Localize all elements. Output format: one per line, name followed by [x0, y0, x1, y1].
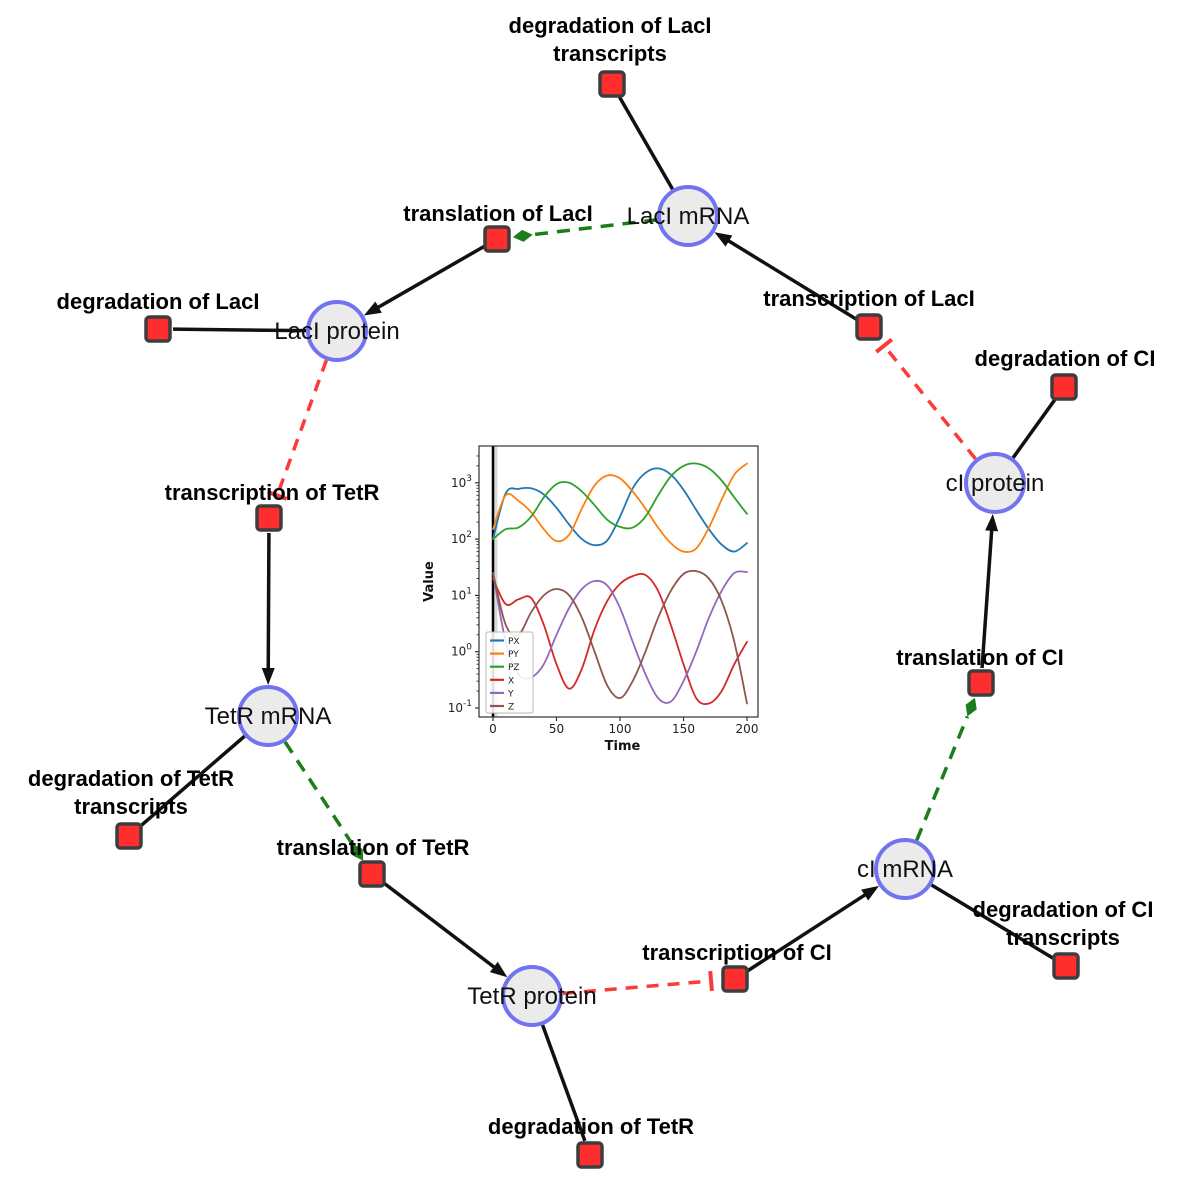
y-tick-label: 103	[451, 474, 472, 490]
chart-frame	[478, 445, 759, 718]
chart-series-PZ	[492, 462, 748, 540]
chart-series-PX	[492, 467, 748, 553]
species-node-laci-protein	[306, 300, 368, 362]
labels-layer: LacI mRNA LacI protein TetR mRNA TetR prote…	[28, 13, 1156, 1139]
y-tick-label: 100	[451, 643, 472, 659]
reaction-node-deg-laci	[144, 315, 172, 343]
nodes-layer	[115, 70, 1080, 1169]
species-label-tetr-mrna: TetR mRNA	[205, 703, 332, 730]
species-node-tetr-mrna	[237, 685, 299, 747]
reaction-label-tx-tetr: transcription of TetR	[165, 480, 380, 505]
reaction-label-deg-ci-tx: degradation of CI transcripts	[973, 897, 1154, 950]
tee-bar-icon	[708, 970, 714, 992]
legend-label-X: X	[508, 676, 514, 686]
edge-plain	[540, 1024, 587, 1142]
reaction-node-tl-tetr	[358, 860, 386, 888]
edge-activation	[283, 740, 354, 845]
diamond-arrowhead-icon	[512, 229, 533, 242]
tee-bar-icon	[267, 490, 288, 501]
chart-series-Z	[492, 569, 748, 705]
reaction-label-deg-tetr-tx: degradation of TetR transcripts	[28, 766, 234, 819]
reaction-label-deg-laci: degradation of LacI	[57, 289, 260, 314]
edge-production	[725, 238, 858, 321]
diamond-arrowhead-icon	[965, 697, 977, 717]
reaction-label-deg-ci: degradation of CI	[975, 346, 1156, 371]
species-node-laci-mrna	[657, 185, 719, 247]
edge-production	[746, 891, 869, 973]
arrowhead-icon	[489, 961, 508, 978]
edge-production	[382, 881, 498, 971]
legend-label-PX: PX	[508, 637, 520, 647]
edge-production	[980, 527, 994, 669]
species-node-ci-mrna	[874, 838, 936, 900]
x-tick-label: 200	[736, 722, 759, 736]
species-node-tetr-protein	[501, 965, 563, 1027]
diamond-arrowhead-icon	[352, 843, 364, 861]
arrowhead-icon	[861, 885, 879, 901]
edge-plain	[1011, 398, 1057, 459]
y-tick-label: 102	[451, 530, 472, 546]
reaction-node-tx-tetr	[255, 504, 283, 532]
reaction-node-deg-laci-tx	[598, 70, 626, 98]
arrowhead-icon	[714, 232, 733, 247]
species-label-tetr-protein: TetR protein	[467, 983, 596, 1010]
edge-inhibition	[885, 347, 977, 460]
x-tick-label: 100	[609, 722, 632, 736]
reaction-label-deg-tetr: degradation of TetR	[488, 1114, 694, 1139]
inset-chart: 0 50 100 150 200 10-1 100 101 102 103 Time Value PX P…	[422, 445, 759, 754]
x-tick-label: 150	[672, 722, 695, 736]
reaction-node-tl-laci	[483, 225, 511, 253]
species-label-ci-protein: cI protein	[946, 470, 1045, 497]
edge-plain	[139, 734, 246, 828]
edge-production	[266, 532, 271, 672]
edge-production	[375, 244, 485, 311]
y-tick-label: 10-1	[448, 699, 472, 715]
reaction-node-deg-tetr-tx	[115, 822, 143, 850]
legend-label-Y: Y	[507, 689, 514, 699]
edge-plain	[617, 96, 675, 191]
legend-label-PZ: PZ	[508, 663, 520, 673]
reaction-label-tl-laci: translation of LacI	[403, 201, 592, 226]
species-node-ci-protein	[964, 452, 1026, 514]
reaction-label-tl-tetr: translation of TetR	[277, 835, 470, 860]
reaction-node-tx-laci	[855, 313, 883, 341]
reaction-node-deg-ci-tx	[1052, 952, 1080, 980]
y-axis-label: Value	[422, 561, 437, 602]
edge-plain	[172, 327, 307, 333]
species-label-laci-mrna: LacI mRNA	[627, 203, 750, 230]
edges-layer	[139, 96, 1057, 1142]
edge-inhibition	[276, 359, 329, 493]
reaction-node-deg-tetr	[576, 1141, 604, 1169]
y-tick-label: 101	[451, 586, 472, 602]
chart-series-X	[492, 572, 748, 705]
arrowhead-icon	[985, 513, 999, 532]
reaction-label-tx-laci: transcription of LacI	[763, 286, 974, 311]
x-tick-label: 50	[549, 722, 564, 736]
edge-inhibition	[562, 979, 708, 996]
species-label-ci-mrna: cI mRNA	[857, 856, 953, 883]
x-tick-label: 0	[489, 722, 497, 736]
reaction-label-tx-ci: transcription of CI	[642, 940, 831, 965]
legend-label-PY: PY	[508, 650, 519, 660]
chart-series-PY	[492, 462, 748, 553]
reaction-node-tl-ci	[967, 669, 995, 697]
edge-plain	[930, 883, 1055, 960]
species-label-laci-protein: LacI protein	[274, 318, 399, 345]
arrowhead-icon	[363, 301, 382, 316]
legend-label-Z: Z	[508, 703, 514, 713]
reaction-node-tx-ci	[721, 965, 749, 993]
edge-activation	[915, 715, 970, 841]
reaction-label-deg-laci-tx: degradation of LacI transcripts	[509, 13, 712, 66]
arrowhead-icon	[261, 667, 275, 686]
tee-bar-icon	[875, 337, 894, 354]
x-axis-label: Time	[605, 739, 641, 754]
reaction-node-deg-ci	[1050, 373, 1078, 401]
reaction-label-tl-ci: translation of CI	[896, 645, 1063, 670]
